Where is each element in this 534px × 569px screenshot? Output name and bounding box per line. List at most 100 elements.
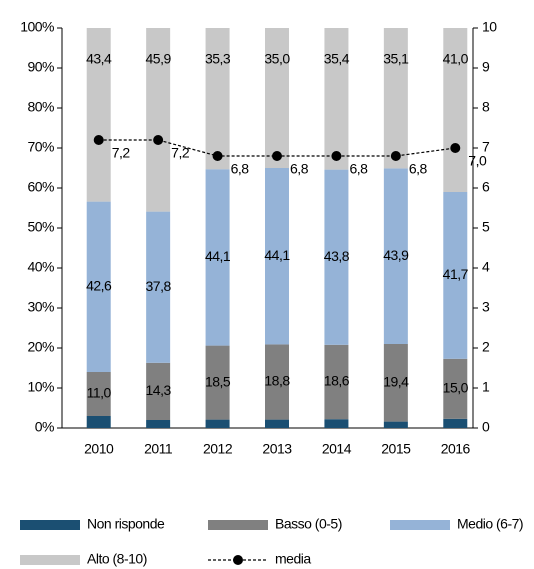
legend-label: Basso (0-5) [275,516,342,532]
x-tick-label: 2014 [322,441,352,457]
data-label: 41,7 [443,266,469,282]
bar-segment [383,344,408,422]
data-label: 35,4 [324,51,350,67]
bar-segment [383,421,408,428]
legend-swatch [208,520,268,530]
line-marker [272,151,282,161]
bar-segment [146,420,171,428]
bar-segment [383,168,408,344]
y-tick-label: 40% [27,259,54,275]
legend-label: Medio (6-7) [457,516,523,532]
y-tick-label: 80% [27,99,54,115]
bar-segment [443,192,468,359]
x-tick-label: 2011 [144,441,173,457]
x-tick-label: 2010 [84,441,114,457]
bar-segment [265,168,289,345]
data-label: 14,3 [146,382,172,398]
line-marker [331,151,342,161]
data-label: 18,6 [324,373,350,389]
y-tick-label: 50% [27,219,54,235]
y-tick-label: 100% [20,19,54,35]
x-tick-label: 2012 [203,441,233,457]
bar-segment [146,362,171,420]
y2-tick-label: 4 [482,259,490,275]
y2-tick-label: 7 [482,139,490,155]
data-label: 6,8 [349,161,368,177]
bar-segment [324,419,349,428]
legend-label: Non risponde [87,516,165,532]
bar-segment [324,344,349,420]
y-tick-label: 20% [27,339,54,355]
bar-segment [324,169,349,345]
bar-segment [265,344,289,420]
y2-tick-label: 1 [482,379,490,395]
legend-swatch [233,555,243,565]
y2-tick-label: 6 [482,179,490,195]
y-tick-label: 30% [27,299,54,315]
data-label: 6,8 [290,161,309,177]
bar-segment [86,372,111,416]
data-label: 42,6 [86,278,112,294]
legend-swatch [20,555,80,565]
bar-segment [383,28,408,169]
data-label: 7,0 [468,153,487,169]
data-label: 44,1 [205,248,231,264]
legend-swatch [20,520,80,530]
data-label: 6,8 [231,161,250,177]
data-label: 18,5 [205,373,231,389]
y2-tick-label: 0 [482,419,490,435]
bar-segment [205,345,230,420]
line-marker [153,135,164,145]
data-label: 43,4 [86,51,112,67]
legend-label: Alto (8-10) [87,551,147,567]
y-tick-label: 70% [27,139,54,155]
data-label: 43,9 [383,247,409,263]
y-tick-label: 10% [27,379,54,395]
y2-tick-label: 3 [482,299,490,315]
legend-swatch [390,520,450,530]
bar-segment [86,201,111,372]
y-tick-label: 0% [35,419,54,435]
data-label: 35,3 [205,51,231,67]
y-tick-label: 90% [27,59,54,75]
bar-segment [265,419,289,428]
bar-segment [146,211,171,363]
data-label: 41,0 [443,51,469,67]
data-label: 6,8 [409,161,428,177]
bar-segment [443,358,468,419]
y2-tick-label: 10 [482,19,497,35]
x-tick-label: 2015 [381,441,411,457]
line-marker [390,151,401,161]
data-label: 44,1 [264,247,290,263]
data-label: 35,0 [264,51,290,67]
y2-tick-label: 5 [482,219,490,235]
data-label: 35,1 [383,51,409,67]
data-label: 7,2 [171,145,190,161]
data-label: 19,4 [383,374,409,390]
bar-segment [443,418,468,428]
y2-tick-label: 2 [482,339,490,355]
y-tick-label: 60% [27,179,54,195]
data-label: 7,2 [112,145,131,161]
bar-segment [146,28,171,212]
bar-segment [265,28,289,168]
line-marker [450,143,461,153]
data-label: 45,9 [146,51,172,67]
data-label: 43,8 [324,248,350,264]
y2-tick-label: 9 [482,59,490,75]
bar-segment [86,416,111,428]
line-marker [93,135,104,145]
data-label: 15,0 [443,380,469,396]
bar-segment [324,28,349,170]
bar-segment [443,28,468,192]
data-label: 18,8 [264,373,290,389]
bar-segment [205,28,230,170]
x-tick-label: 2013 [262,441,292,457]
line-marker [212,151,223,161]
legend-label: media [275,551,311,567]
data-label: 11,0 [87,385,112,401]
bar-segment [205,419,230,428]
bar-segment [205,169,230,346]
bar-segment [86,28,111,202]
